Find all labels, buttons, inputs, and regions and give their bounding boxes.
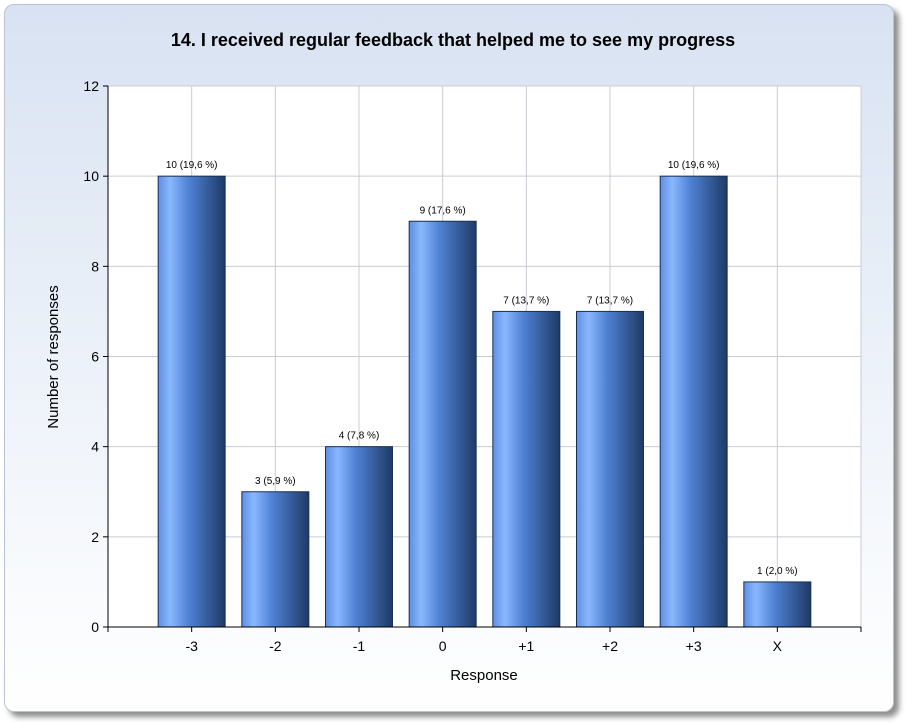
- data-label: 4 (7,8 %): [339, 431, 380, 442]
- bar: [492, 310, 561, 628]
- x-tick-label: -2: [269, 638, 282, 654]
- data-label: 10 (19,6 %): [166, 160, 218, 171]
- data-label: 10 (19,6 %): [668, 160, 720, 171]
- y-axis-title: Number of responses: [45, 285, 62, 428]
- bar: [743, 581, 812, 628]
- bar: [325, 446, 393, 628]
- x-axis-title: Response: [450, 667, 518, 684]
- data-label: 7 (13,7 %): [503, 295, 549, 306]
- data-label: 7 (13,7 %): [587, 295, 633, 306]
- y-tick-label: 4: [91, 439, 99, 455]
- chart-title: 14. I received regular feedback that hel…: [170, 30, 736, 50]
- x-tick-label: -3: [185, 638, 198, 654]
- x-tick-label: -1: [353, 638, 366, 654]
- bar: [157, 175, 226, 628]
- data-label: 3 (5,9 %): [255, 476, 296, 487]
- y-tick-label: 2: [91, 529, 99, 545]
- y-tick-label: 8: [91, 258, 99, 274]
- bar: [659, 175, 728, 628]
- bars: 10 (19,6 %) 3 (5,9 %) 4 (7,8 %) 9 (17,6 %) 7…: [157, 160, 812, 628]
- x-tick-label: +1: [518, 638, 534, 654]
- bar: [576, 310, 644, 628]
- y-tick-label: 10: [83, 168, 99, 184]
- x-tick-label: X: [773, 638, 783, 654]
- y-tick-label: 12: [83, 78, 99, 94]
- y-tick-label: 6: [91, 349, 99, 365]
- x-tick-label: +2: [602, 638, 618, 654]
- data-label: 9 (17,6 %): [420, 205, 466, 216]
- x-tick-label: 0: [439, 638, 447, 654]
- axes: 0 2 4 6 8 10 12 -3 -2 -1 0 +1 +2 +3 X: [83, 78, 862, 654]
- data-label: 1 (2,0 %): [757, 566, 798, 577]
- x-tick-label: +3: [686, 638, 702, 654]
- y-tick-label: 0: [91, 619, 99, 635]
- bar: [408, 220, 477, 628]
- bar: [241, 491, 310, 628]
